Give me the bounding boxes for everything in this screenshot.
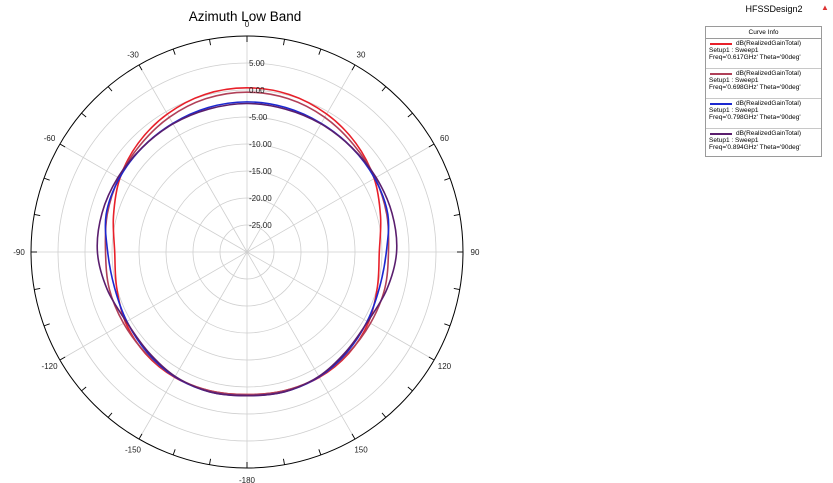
legend: Curve Info dB(RealizedGainTotal) Setup1 :…	[705, 26, 822, 157]
legend-freq: Freq='0.617GHz' Theta='90deg'	[709, 54, 801, 61]
angle-tick-label: -150	[125, 445, 142, 454]
angle-ticks	[31, 36, 463, 468]
legend-entry: dB(RealizedGainTotal) Setup1 : Sweep1 Freq…	[706, 39, 821, 69]
angle-tick	[283, 39, 285, 46]
grid-spoke	[138, 64, 248, 253]
angle-tick-label: 90	[471, 248, 480, 257]
angle-tick-label: 150	[354, 445, 368, 454]
legend-swatch	[710, 103, 732, 105]
angle-tick-label: 120	[438, 362, 452, 371]
angle-tick	[34, 288, 41, 290]
legend-freq: Freq='0.894GHz' Theta='90deg'	[709, 144, 801, 151]
angle-tick	[318, 449, 322, 456]
angle-tick-label: -90	[13, 248, 25, 257]
grid-spoke	[138, 251, 248, 440]
angle-tick	[81, 112, 87, 118]
angle-tick	[428, 143, 435, 148]
angle-tick	[444, 323, 451, 327]
angle-tick	[453, 288, 460, 290]
legend-name: dB(RealizedGainTotal)	[736, 130, 802, 137]
legend-freq: Freq='0.698GHz' Theta='90deg'	[709, 84, 801, 91]
legend-name: dB(RealizedGainTotal)	[736, 40, 802, 47]
series-line-4	[96, 102, 398, 397]
legend-entry: dB(RealizedGainTotal) Setup1 : Sweep1 Freq…	[706, 129, 821, 158]
legend-swatch	[710, 133, 732, 135]
angle-tick	[209, 39, 211, 46]
angle-tick	[283, 458, 285, 465]
angle-tick	[59, 356, 66, 361]
angle-tick	[407, 386, 413, 392]
angle-tick	[34, 214, 41, 216]
angle-tick	[407, 112, 413, 118]
angle-tick	[138, 433, 143, 440]
angle-tick-label: 0	[245, 20, 250, 29]
angle-tick	[318, 48, 322, 55]
grid-spoke	[246, 143, 435, 253]
angle-tick-label: -30	[127, 51, 139, 60]
legend-swatch	[710, 73, 732, 75]
angle-tick	[43, 323, 50, 327]
angle-tick-label: 30	[357, 51, 366, 60]
grid-spoke	[59, 143, 248, 253]
angle-tick	[428, 356, 435, 361]
radial-tick-label: -25.00	[249, 221, 272, 230]
legend-entry: dB(RealizedGainTotal) Setup1 : Sweep1 Freq…	[706, 69, 821, 99]
angle-tick-label: -120	[42, 362, 59, 371]
legend-setup: Setup1 : Sweep1	[709, 77, 759, 84]
angle-tick	[209, 458, 211, 465]
angle-tick-label: -180	[239, 476, 256, 483]
grid-spoke	[59, 251, 248, 361]
radial-tick-label: -15.00	[249, 167, 272, 176]
legend-header: Curve Info	[706, 27, 821, 39]
grid-spoke	[246, 64, 356, 253]
angle-tick	[172, 48, 176, 55]
angle-tick-label: 60	[440, 134, 449, 143]
design-marker-icon: ▲	[821, 3, 829, 12]
grid-spoke	[246, 251, 356, 440]
series-layer	[96, 87, 398, 397]
radial-tick-label: -5.00	[249, 113, 268, 122]
legend-entry: dB(RealizedGainTotal) Setup1 : Sweep1 Freq…	[706, 99, 821, 129]
angle-tick	[351, 433, 356, 440]
legend-setup: Setup1 : Sweep1	[709, 107, 759, 114]
angle-tick	[381, 412, 387, 418]
angle-tick	[444, 177, 451, 181]
angle-tick	[453, 214, 460, 216]
legend-freq: Freq='0.798GHz' Theta='90deg'	[709, 114, 801, 121]
chart-title: Azimuth Low Band	[189, 9, 302, 24]
polar-grid	[30, 35, 464, 469]
legend-setup: Setup1 : Sweep1	[709, 137, 759, 144]
angle-tick	[81, 386, 87, 392]
angle-tick	[172, 449, 176, 456]
angle-tick	[59, 143, 66, 148]
angle-tick	[381, 86, 387, 92]
radial-tick-label: 0.00	[249, 86, 265, 95]
angle-tick	[43, 177, 50, 181]
angle-tick	[351, 64, 356, 71]
radial-tick-label: -20.00	[249, 194, 272, 203]
legend-name: dB(RealizedGainTotal)	[736, 100, 802, 107]
legend-setup: Setup1 : Sweep1	[709, 47, 759, 54]
legend-swatch	[710, 43, 732, 45]
angle-tick	[107, 86, 113, 92]
radial-tick-label: -10.00	[249, 140, 272, 149]
angle-tick	[138, 64, 143, 71]
design-name: HFSSDesign2	[745, 4, 803, 14]
angle-tick-label: -60	[44, 134, 56, 143]
legend-name: dB(RealizedGainTotal)	[736, 70, 802, 77]
grid-spoke	[246, 251, 435, 361]
angle-tick	[107, 412, 113, 418]
label-layer: 0 30 60 90 120 150 -180 -150 -120 -90 -60 -30 5.00 0.…	[13, 20, 480, 483]
radial-tick-label: 5.00	[249, 59, 265, 68]
